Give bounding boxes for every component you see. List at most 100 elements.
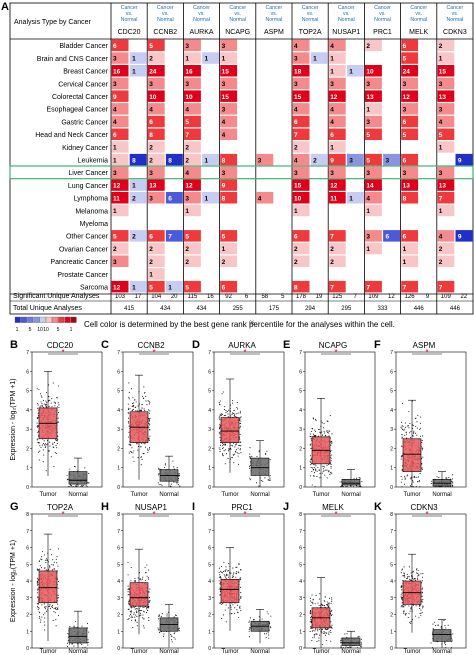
data-point <box>407 616 409 619</box>
data-point <box>37 581 39 584</box>
data-point <box>324 432 326 434</box>
data-point <box>41 616 43 618</box>
data-point <box>224 571 226 573</box>
data-point <box>129 408 131 410</box>
data-point <box>76 626 78 628</box>
data-point <box>144 566 146 568</box>
data-point <box>142 606 144 608</box>
data-point <box>265 452 267 455</box>
cell-up <box>437 179 455 191</box>
data-point <box>318 469 320 471</box>
data-point <box>227 450 229 452</box>
data-point <box>133 612 135 614</box>
data-point <box>412 571 414 573</box>
normal-box <box>68 471 88 485</box>
significant-down: 9 <box>426 294 430 300</box>
data-point <box>270 627 272 629</box>
gene-header-aurka: AURKA <box>189 29 213 36</box>
data-point <box>401 598 403 600</box>
cell-up-value: 4 <box>294 157 298 164</box>
compare-label: Normal <box>193 17 210 23</box>
data-point <box>325 639 327 641</box>
data-point <box>148 591 150 593</box>
data-point <box>36 439 38 441</box>
cell-up-value: 12 <box>330 94 338 101</box>
data-point <box>49 441 51 443</box>
data-point <box>356 486 358 488</box>
data-point <box>223 408 226 410</box>
cell-up-value: 3 <box>113 170 117 177</box>
compare-label: Normal <box>338 17 355 23</box>
data-point <box>143 443 145 445</box>
data-point <box>231 613 233 615</box>
data-point <box>238 453 240 455</box>
significant-down: 22 <box>460 294 467 300</box>
data-point <box>52 446 54 448</box>
y-tick-label: 1 <box>299 629 302 635</box>
data-point <box>146 609 149 612</box>
data-point <box>237 447 239 449</box>
data-point <box>158 484 160 486</box>
data-point <box>416 569 418 571</box>
data-point <box>43 603 45 605</box>
cell-up <box>111 166 129 179</box>
data-point <box>45 569 47 571</box>
data-point <box>321 434 324 436</box>
data-point <box>80 486 82 488</box>
cell-up <box>328 166 346 179</box>
data-point <box>239 444 241 446</box>
data-point <box>328 430 330 432</box>
data-point <box>44 559 46 561</box>
data-point <box>357 647 359 649</box>
data-point <box>43 440 45 442</box>
data-point <box>55 444 57 447</box>
data-point <box>422 599 424 601</box>
data-point <box>239 425 242 427</box>
data-point <box>225 604 227 606</box>
data-point <box>231 457 233 459</box>
data-point <box>438 486 440 488</box>
cell-up-value: 4 <box>294 43 298 50</box>
data-point <box>416 577 418 579</box>
data-point <box>400 421 403 423</box>
data-point <box>224 570 226 572</box>
compare-label: Cancer <box>410 5 427 11</box>
data-point <box>325 628 327 631</box>
cell-up <box>292 242 310 255</box>
cell-up <box>184 230 201 242</box>
data-point <box>131 615 133 617</box>
data-point <box>266 450 268 452</box>
highlight-row <box>9 165 474 180</box>
data-point <box>412 481 414 483</box>
data-point <box>135 610 137 612</box>
cell-up <box>292 128 310 140</box>
data-point <box>402 604 404 606</box>
y-tick-label: 5 <box>26 562 29 568</box>
cell-down <box>129 65 147 77</box>
data-point <box>136 612 138 614</box>
data-point <box>329 415 331 417</box>
data-point <box>149 402 151 404</box>
cell-up-value: 3 <box>366 234 370 241</box>
compare-label: Cancer <box>193 5 210 11</box>
data-point <box>219 583 221 585</box>
data-point <box>449 486 452 488</box>
y-tick-label: 0 <box>299 485 302 491</box>
y-tick-label: 2 <box>390 613 393 619</box>
cell-up <box>184 280 201 293</box>
data-point <box>42 461 44 463</box>
y-tick-label: 3 <box>26 427 29 433</box>
cell-up-value: 5 <box>149 284 153 291</box>
data-point <box>228 570 230 572</box>
compare-label: vs. <box>126 11 133 17</box>
data-point <box>37 588 39 590</box>
data-point <box>268 634 270 636</box>
cancer-label: Sarcoma <box>80 285 108 292</box>
data-point <box>401 427 403 429</box>
data-point <box>403 612 405 614</box>
y-tick-label: 7 <box>117 529 120 535</box>
data-point <box>309 626 312 628</box>
data-point <box>140 579 142 581</box>
cell-up <box>111 77 129 90</box>
cell-up-value: 18 <box>294 68 302 75</box>
